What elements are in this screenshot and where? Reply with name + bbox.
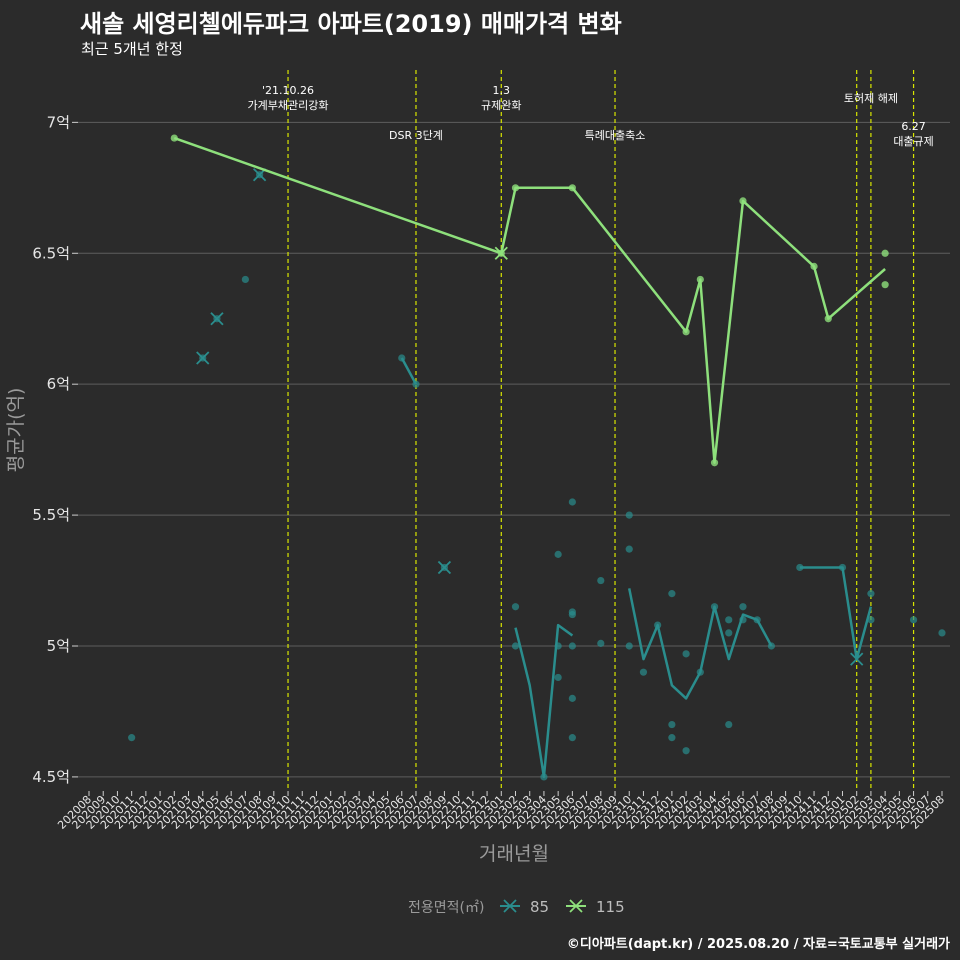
y-tick-label: 5.5억	[32, 506, 70, 524]
series-85-point	[568, 694, 576, 702]
series-85-x-marker	[437, 560, 452, 575]
series-85-point	[625, 545, 633, 553]
chart-title: 새솔 세영리첼에듀파크 아파트(2019) 매매가격 변화	[80, 10, 622, 38]
series-85-point	[128, 734, 136, 742]
series-85-point	[398, 354, 406, 362]
series-115-point	[568, 184, 576, 192]
series-85-point	[867, 590, 875, 598]
series-115-x-marker	[494, 246, 508, 260]
x-axis-title: 거래년월	[479, 843, 549, 865]
series-85-point	[511, 603, 520, 611]
series-85-point	[767, 642, 776, 650]
series-85-point	[654, 621, 662, 629]
series-85-line	[514, 623, 574, 779]
y-axis-title: 평균가(억)	[5, 388, 27, 473]
series-85-point	[412, 380, 420, 388]
event-annotation: DSR 3단계	[389, 129, 443, 142]
series-85-point	[241, 275, 249, 284]
series-85-point	[511, 642, 520, 650]
series-115-point	[170, 134, 178, 142]
series-85-point	[725, 629, 733, 637]
event-annotation: 특례대출축소	[585, 129, 646, 142]
series-85-point	[867, 616, 875, 624]
event-annotation: 1.3	[493, 84, 511, 97]
series-115-point	[710, 459, 719, 467]
source-credit: ©디아파트(dapt.kr) / 2025.08.20 / 자료=국토교통부 실…	[566, 937, 950, 952]
series-85-point	[554, 642, 562, 650]
series-85-point	[568, 610, 576, 619]
series-85-point	[597, 639, 605, 647]
series-85-point	[625, 642, 633, 650]
series-85-point	[597, 576, 605, 585]
event-annotation: 가계부채관리강화	[248, 99, 329, 112]
series-85-point	[725, 720, 733, 729]
event-annotation: '21.10.26	[262, 84, 314, 97]
event-annotation: 토허제 해제	[844, 91, 898, 105]
series-85-point	[668, 734, 676, 742]
series-85-point	[540, 773, 548, 781]
series-85-point	[568, 498, 576, 506]
x-marker-stroke	[437, 560, 452, 575]
series-115-line	[173, 136, 886, 464]
series-115-point	[739, 197, 747, 205]
event-annotation: 규제완화	[481, 99, 521, 112]
series-115-point	[511, 184, 520, 192]
series-85-point	[696, 668, 704, 676]
series-115-point	[824, 315, 832, 323]
series-85-point	[739, 603, 747, 611]
x-marker-stroke	[494, 246, 508, 260]
series-85-point	[625, 511, 633, 519]
series-85-point	[909, 616, 918, 624]
series-85-point	[682, 747, 690, 755]
x-marker-stroke	[196, 351, 210, 365]
event-annotation: 6.27	[901, 120, 926, 133]
series-85-line	[799, 566, 873, 661]
series-115-point	[881, 281, 889, 289]
legend-swatch-x	[503, 899, 517, 913]
series-85-line	[627, 588, 773, 700]
series-115-point	[682, 328, 690, 336]
legend-label: 85	[530, 898, 549, 916]
series-85-point	[554, 550, 562, 558]
y-tick-label: 4.5억	[32, 768, 70, 786]
y-tick-label: 7억	[47, 113, 70, 131]
series-85-point	[668, 590, 676, 598]
legend-swatch-x	[569, 899, 583, 913]
series-115-point	[696, 275, 704, 284]
chart-subtitle: 최근 5개년 한정	[81, 40, 183, 58]
series-85-point	[668, 720, 676, 729]
series-85-x-marker	[210, 312, 224, 326]
series-85-point	[753, 616, 761, 624]
series-85-point	[838, 563, 847, 572]
series-85-point	[639, 668, 648, 676]
series-85-x-marker	[850, 652, 864, 666]
y-tick-label: 5억	[47, 637, 70, 655]
x-marker-stroke	[850, 652, 864, 666]
series-85-point	[739, 616, 747, 624]
legend-item-85: 85	[500, 898, 549, 916]
series-85-point	[725, 616, 733, 624]
y-tick-label: 6억	[47, 375, 70, 393]
series-115-point	[810, 262, 818, 270]
series-85-point	[796, 563, 804, 572]
series-115-point	[881, 249, 889, 257]
event-annotation: 대출규제	[893, 135, 933, 148]
series-85-point	[568, 734, 576, 742]
series-85-x-marker	[196, 351, 210, 365]
legend: 전용면적(㎡) 85 115	[408, 898, 625, 916]
series-85-point	[568, 642, 576, 650]
legend-item-115: 115	[566, 898, 625, 916]
x-marker-stroke	[210, 312, 224, 326]
legend-title: 전용면적(㎡)	[408, 900, 484, 916]
series-85-point	[554, 673, 562, 682]
series-85-point	[938, 629, 946, 637]
series-85-point	[710, 603, 719, 611]
series-85-point	[682, 650, 690, 658]
legend-label: 115	[596, 898, 625, 916]
series-85-line	[400, 357, 418, 385]
y-tick-label: 6.5억	[32, 244, 70, 262]
